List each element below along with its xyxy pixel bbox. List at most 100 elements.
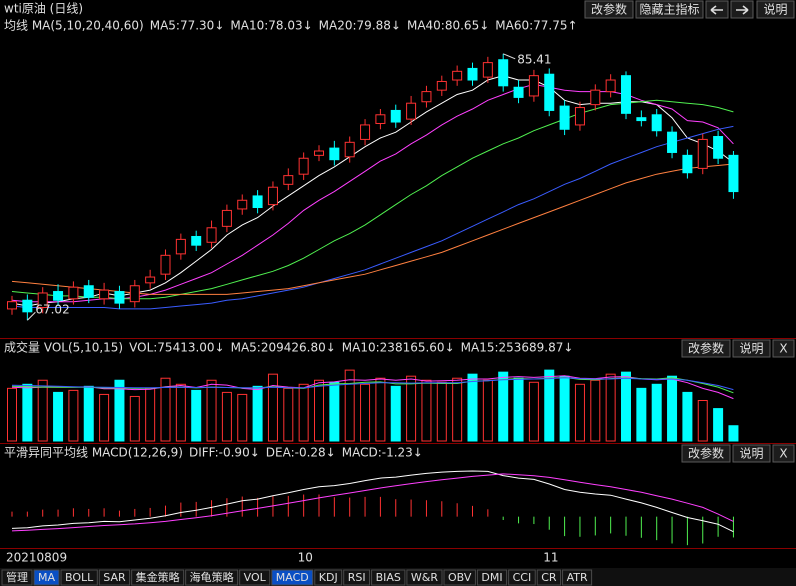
- tab-frame[interactable]: [508, 569, 536, 586]
- tab[interactable]: RSI: [343, 569, 371, 586]
- button-frame[interactable]: [681, 339, 731, 358]
- button-frame[interactable]: [772, 339, 795, 358]
- tab[interactable]: VOL: [239, 569, 271, 586]
- button-label[interactable]: 改参数: [591, 2, 627, 17]
- button[interactable]: 改参数: [681, 339, 731, 358]
- button-label[interactable]: 隐藏主指标: [639, 2, 699, 17]
- volume-bar: [574, 383, 585, 442]
- button[interactable]: 改参数: [681, 444, 731, 463]
- tab[interactable]: CCI: [508, 569, 536, 586]
- tab-label[interactable]: 海龟策略: [190, 570, 234, 584]
- tab-label[interactable]: SAR: [103, 571, 126, 584]
- button-label[interactable]: X: [779, 342, 787, 356]
- tab-frame[interactable]: [131, 569, 185, 586]
- tab-label[interactable]: MACD: [276, 571, 309, 584]
- prev-button[interactable]: [705, 0, 729, 19]
- annotation: 85.41: [517, 52, 551, 66]
- tab-frame[interactable]: [371, 569, 406, 586]
- tab-label[interactable]: 管理: [6, 570, 28, 584]
- tab-frame[interactable]: [443, 569, 476, 586]
- candle-body: [175, 238, 186, 255]
- candle-body: [206, 227, 217, 243]
- tab[interactable]: W&R: [406, 569, 443, 586]
- tab[interactable]: SAR: [98, 569, 131, 586]
- tab-frame[interactable]: [536, 569, 562, 586]
- button[interactable]: X: [772, 339, 795, 358]
- tab[interactable]: KDJ: [314, 569, 343, 586]
- tab-frame[interactable]: [33, 569, 60, 586]
- tab[interactable]: MACD: [271, 569, 314, 586]
- tab[interactable]: BIAS: [371, 569, 406, 586]
- tab-label[interactable]: VOL: [244, 571, 267, 584]
- legend-item: MACD:-1.23↓: [342, 446, 423, 460]
- button-frame[interactable]: [732, 339, 771, 358]
- volume-bar: [498, 371, 509, 442]
- tab-frame[interactable]: [185, 569, 239, 586]
- tab-frame[interactable]: [343, 569, 371, 586]
- button-frame[interactable]: [681, 444, 731, 463]
- volume-bar: [621, 371, 631, 442]
- tab[interactable]: BOLL: [60, 569, 98, 586]
- tab-frame[interactable]: [98, 569, 131, 586]
- tab-label[interactable]: OBV: [448, 571, 472, 584]
- tab[interactable]: DMI: [476, 569, 508, 586]
- button-label[interactable]: 改参数: [688, 446, 724, 461]
- tab-frame[interactable]: [314, 569, 343, 586]
- tab[interactable]: MA: [33, 569, 60, 586]
- volume-bar: [528, 381, 539, 442]
- button[interactable]: 说明: [732, 444, 771, 463]
- tab-label[interactable]: W&R: [411, 571, 438, 584]
- tab-label[interactable]: 集金策略: [136, 570, 180, 584]
- candle-body: [7, 301, 17, 310]
- button-label[interactable]: X: [779, 447, 787, 461]
- button-frame[interactable]: [772, 444, 795, 463]
- candle-body: [728, 154, 739, 193]
- volume-bar: [129, 395, 140, 442]
- tab-frame[interactable]: [239, 569, 271, 586]
- tab[interactable]: 管理: [1, 569, 33, 586]
- tab[interactable]: 集金策略: [131, 569, 185, 586]
- volume-bar: [590, 379, 601, 442]
- tab-label[interactable]: DMI: [481, 571, 502, 584]
- tab-label[interactable]: ATR: [567, 571, 588, 584]
- volume-bar: [513, 377, 524, 442]
- tab[interactable]: 海龟策略: [185, 569, 239, 586]
- button[interactable]: 说明: [756, 0, 795, 19]
- tab-label[interactable]: CCI: [513, 571, 532, 584]
- tab-frame[interactable]: [60, 569, 98, 586]
- tab-frame[interactable]: [562, 569, 593, 586]
- button-frame[interactable]: [732, 444, 771, 463]
- button-label[interactable]: 说明: [739, 341, 763, 356]
- tab-label[interactable]: BOLL: [65, 571, 94, 584]
- tab[interactable]: OBV: [443, 569, 476, 586]
- tab-label[interactable]: MA: [38, 571, 55, 584]
- button[interactable]: 改参数: [584, 0, 634, 19]
- candle-body: [221, 209, 232, 227]
- candle-body: [22, 299, 33, 313]
- tab-label[interactable]: KDJ: [319, 571, 338, 584]
- volume-bar: [329, 381, 340, 442]
- candle-body: [114, 291, 125, 304]
- candle-body: [329, 147, 340, 161]
- button[interactable]: 隐藏主指标: [635, 0, 704, 19]
- candle-body: [160, 254, 171, 275]
- button-label[interactable]: 说明: [739, 446, 763, 461]
- tab-label[interactable]: CR: [541, 571, 557, 584]
- button[interactable]: 说明: [732, 339, 771, 358]
- volume-bar: [421, 379, 432, 442]
- legend-item: 成交量 VOL(5,10,15): [4, 340, 123, 355]
- next-button[interactable]: [730, 0, 754, 19]
- button-label[interactable]: 说明: [763, 2, 787, 17]
- button-label[interactable]: 改参数: [688, 341, 724, 356]
- macd-line: [11, 473, 734, 532]
- tab-frame[interactable]: [406, 569, 443, 586]
- tab-frame[interactable]: [476, 569, 508, 586]
- tab-label[interactable]: BIAS: [376, 571, 401, 584]
- button[interactable]: X: [772, 444, 795, 463]
- tab-frame[interactable]: [271, 569, 314, 586]
- candle-body: [390, 109, 401, 123]
- tab-label[interactable]: RSI: [348, 571, 366, 584]
- tab[interactable]: CR: [536, 569, 562, 586]
- tab[interactable]: ATR: [562, 569, 593, 586]
- tab-frame[interactable]: [1, 569, 33, 586]
